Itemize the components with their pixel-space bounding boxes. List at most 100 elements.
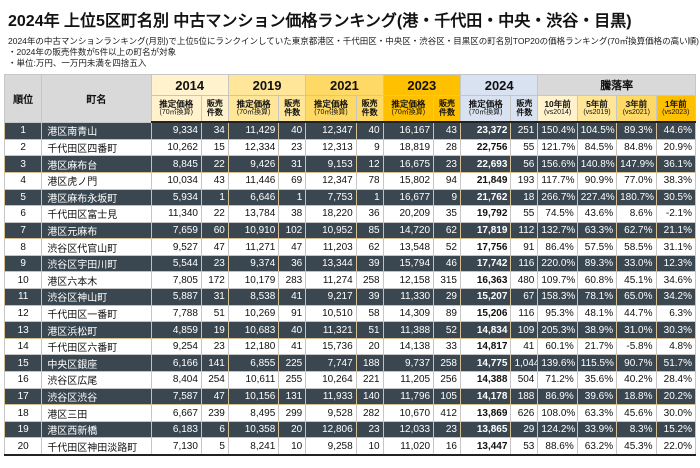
page-title: 2024年 上位5区町名別 中古マンション価格ランキング(港・千代田・中央・渋谷… [8, 13, 632, 30]
sales-cell-2019: 41 [278, 288, 307, 306]
sales-cell-2023: 43 [433, 121, 461, 140]
rate-cell-1年前: 30.5% [655, 188, 696, 207]
rate-cell-1年前: -2.1% [655, 205, 696, 223]
rate-cell-5年前: 63.3% [576, 221, 618, 240]
sales-cell-2024: 56 [510, 155, 539, 173]
rate-cell-1年前: 34.2% [655, 288, 696, 306]
sales-cell-2023: 23 [433, 155, 461, 173]
price-cell-2023: 11,388 [382, 321, 435, 339]
price-label: 推定価格 [236, 99, 271, 110]
price-cell-2021: 12,313 [305, 138, 357, 157]
table-row: 19 港区西新橋 6,183 6 10,358 20 12,806 23 12,033 23 13,… [3, 420, 696, 439]
sales-cell-2023: 33 [433, 337, 461, 356]
price-cell-2021: 12,347 [305, 171, 357, 190]
sales-cell-2021: 20 [355, 337, 384, 356]
price-cell-2021: 7,747 [305, 354, 357, 373]
sales-cell-2024: 188 [510, 387, 539, 406]
rank-cell: 12 [3, 304, 43, 323]
rate-cell-3年前: 45.3% [616, 437, 657, 457]
table-row: 1 港区南青山 9,334 34 11,429 40 12,347 40 16,167 43 23,… [3, 121, 696, 140]
sales-cell-2023: 46 [433, 254, 461, 273]
rate-cell-3年前: 45.1% [616, 271, 657, 290]
rate-cell-5年前: 227.4% [576, 188, 618, 207]
sales-cell-2019: 69 [278, 171, 307, 190]
price-cell-2021: 15,736 [305, 337, 357, 356]
sales-cell-2024: 29 [510, 420, 539, 439]
rank-cell: 8 [3, 238, 43, 256]
sales-cell-2019: 40 [278, 121, 307, 140]
rate-cell-5年前: 78.1% [576, 288, 618, 306]
price-cell-2019: 10,910 [227, 221, 280, 240]
rate-cell-3年前: 8.3% [616, 420, 657, 439]
sales-cell-2023: 52 [433, 321, 461, 339]
sales-cell-2024: 18 [510, 188, 539, 207]
rank-cell: 1 [3, 121, 43, 140]
table-row: 7 港区元麻布 7,659 60 10,910 102 10,952 85 14,720 62 17… [3, 221, 696, 240]
rank-cell: 7 [3, 221, 43, 240]
price-cell-2021: 9,217 [305, 288, 357, 306]
price-cell-2024: 13,447 [459, 437, 512, 457]
price-cell-2019: 10,179 [227, 271, 280, 290]
price-cell-2019: 10,611 [227, 371, 280, 389]
rate-subheader-0: 10年前 (vs2014) [537, 95, 578, 124]
sales-cell-2024: 251 [510, 121, 539, 140]
sales-cell-2021: 62 [355, 238, 384, 256]
rate-cell-3年前: 62.7% [616, 221, 657, 240]
town-name-cell: 千代田区神田淡路町 [41, 437, 152, 457]
sales-cell-2021: 39 [355, 254, 384, 273]
sales-label-line: 販売 [516, 98, 533, 108]
sales-cell-2023: 258 [433, 354, 461, 373]
price-cell-2023: 16,677 [382, 188, 435, 207]
sales-cell-2024: 116 [510, 304, 539, 323]
price-cell-2019: 9,374 [227, 254, 280, 273]
rate-cell-3年前: 65.0% [616, 288, 657, 306]
price-cell-2023: 14,309 [382, 304, 435, 323]
rate-cell-3年前: 45.6% [616, 404, 657, 422]
rate-cell-5年前: 39.6% [576, 387, 618, 406]
price-cell-2019: 10,683 [227, 321, 280, 339]
sales-cell-2024: 55 [510, 138, 539, 157]
price-cell-2014: 7,130 [150, 437, 202, 457]
price-cell-2019: 6,855 [227, 354, 280, 373]
rate-cell-3年前: 18.8% [616, 387, 657, 406]
sales-cell-2021: 39 [355, 288, 384, 306]
sales-cell-2019: 255 [278, 371, 307, 389]
rate-cell-1年前: 44.6% [655, 121, 696, 140]
note-line-2: ・2024年の販売件数が5件以上の町名が対象 [8, 47, 177, 58]
rate-cell-10年前: 121.7% [537, 138, 578, 157]
rate-cell-3年前: 33.0% [616, 254, 657, 273]
rate-cell-1年前: 51.7% [655, 354, 696, 373]
sales-label-line: 販売 [439, 98, 456, 108]
sales-cell-2024: 67 [510, 288, 539, 306]
price-cell-2014: 6,667 [150, 404, 202, 422]
price-cell-2021: 11,203 [305, 238, 357, 256]
table-row: 20 千代田区神田淡路町 7,130 5 8,241 10 9,258 10 11,020 16 1… [3, 437, 696, 457]
rate-cell-3年前: 89.3% [616, 121, 657, 140]
rate-cell-5年前: 90.9% [576, 171, 618, 190]
rate-cell-10年前: 60.1% [537, 337, 578, 356]
price-cell-2024: 19,792 [459, 205, 512, 223]
sales-cell-2021: 51 [355, 321, 384, 339]
price-subheader-2014: 推定価格 (70㎡換算) [150, 95, 202, 124]
rank-cell: 20 [3, 437, 43, 457]
sales-cell-2023: 89 [433, 304, 461, 323]
sales-cell-2019: 47 [278, 238, 307, 256]
rate-cell-3年前: 58.5% [616, 238, 657, 256]
sales-cell-2014: 15 [200, 138, 229, 157]
rate-sub-label: (vs2014) [543, 109, 572, 117]
price-cell-2014: 7,587 [150, 387, 202, 406]
price-cell-2014: 10,034 [150, 171, 202, 190]
town-name-cell: 港区六本木 [41, 271, 152, 290]
rate-sub-label: (vs2019) [583, 109, 611, 117]
rate-cell-5年前: 33.9% [576, 420, 618, 439]
price-cell-2023: 11,205 [382, 371, 435, 389]
town-name-cell: 渋谷区広尾 [41, 371, 152, 389]
price-cell-2021: 11,321 [305, 321, 357, 339]
year-header-2024: 2024 [459, 74, 539, 97]
rank-cell: 11 [3, 288, 43, 306]
table-row: 13 港区浜松町 4,859 19 10,683 40 11,321 51 11,388 52 14… [3, 321, 696, 339]
price-cell-2024: 21,762 [459, 188, 512, 207]
price-cell-2024: 17,742 [459, 254, 512, 273]
price-cell-2024: 13,869 [459, 404, 512, 422]
rate-cell-5年前: 35.6% [576, 371, 618, 389]
